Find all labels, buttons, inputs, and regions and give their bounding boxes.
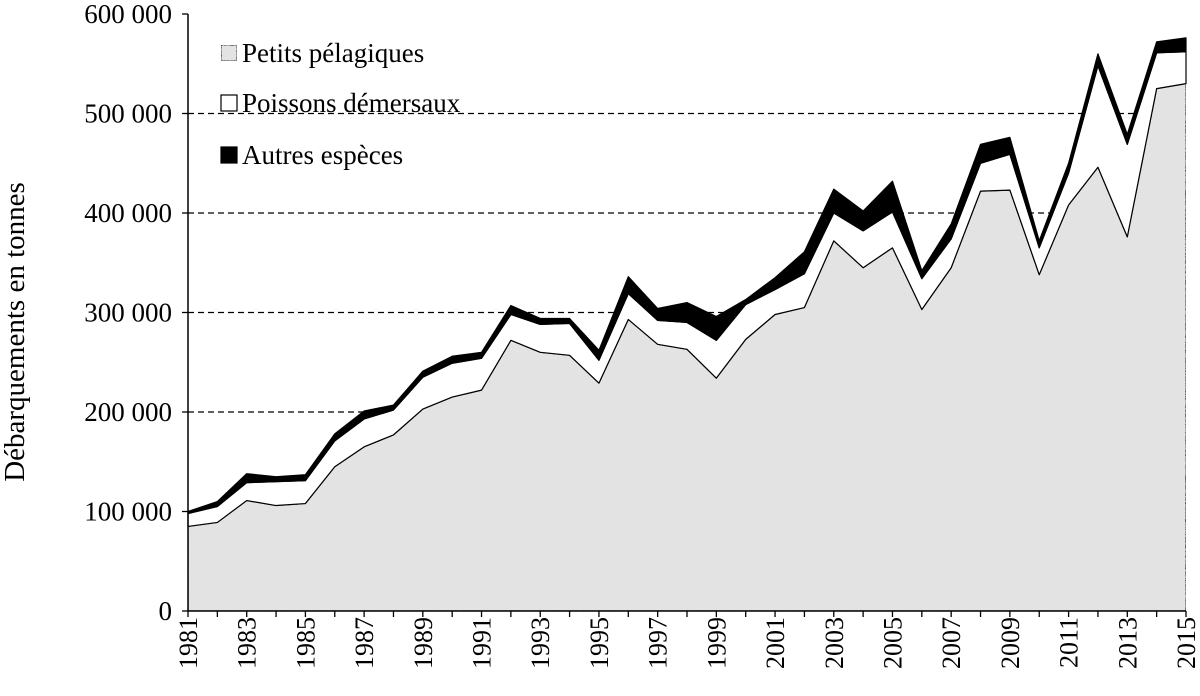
x-tick-label: 1997 — [644, 617, 673, 669]
x-axis-ticks: 1981 1983 1985 1987 1989 1991 1993 1995 1997 1999… — [174, 611, 1200, 669]
x-tick-label: 2003 — [820, 617, 849, 669]
x-tick-label: 1987 — [350, 617, 379, 669]
x-tick-label: 1993 — [526, 617, 555, 669]
area-series-3 — [187, 37, 1187, 515]
x-tick-label: 1981 — [174, 617, 203, 669]
legend-label-3: Autres espèces — [242, 140, 403, 170]
x-tick-label: 2009 — [996, 617, 1025, 669]
plot-areas — [187, 37, 1187, 612]
y-tick-label: 600 000 — [84, 0, 172, 29]
legend-label-1: Petits pélagiques — [242, 38, 424, 68]
x-tick-label: 2013 — [1113, 617, 1142, 669]
legend-label-2: Poissons démersaux — [242, 88, 461, 118]
y-axis-ticks: 0 100 000 200 000 300 000 400 000 500 000 600 … — [84, 0, 188, 626]
x-tick-label: 1995 — [585, 617, 614, 669]
x-tick-label: 2001 — [761, 617, 790, 669]
x-tick-label: 1983 — [233, 617, 262, 669]
legend-swatch-2 — [220, 94, 238, 112]
y-tick-label: 500 000 — [84, 99, 172, 129]
x-tick-label: 1991 — [468, 617, 497, 669]
x-tick-label: 2007 — [937, 617, 966, 669]
legend-swatch-1 — [220, 44, 238, 62]
y-axis-label: Débarquements en tonnes — [0, 182, 31, 482]
legend: Petits pélagiques Poissons démersaux Autre… — [220, 38, 461, 170]
y-tick-label: 0 — [159, 596, 173, 626]
y-tick-label: 300 000 — [84, 298, 172, 328]
x-tick-label: 2011 — [1055, 617, 1084, 668]
legend-swatch-3 — [220, 146, 238, 164]
x-tick-label: 1985 — [291, 617, 320, 669]
x-tick-label: 1989 — [409, 617, 438, 669]
y-tick-label: 200 000 — [84, 397, 172, 427]
x-tick-label: 2015 — [1172, 617, 1200, 669]
x-tick-label: 1999 — [702, 617, 731, 669]
x-tick-label: 2005 — [878, 617, 907, 669]
y-tick-label: 100 000 — [84, 497, 172, 527]
y-tick-label: 400 000 — [84, 198, 172, 228]
